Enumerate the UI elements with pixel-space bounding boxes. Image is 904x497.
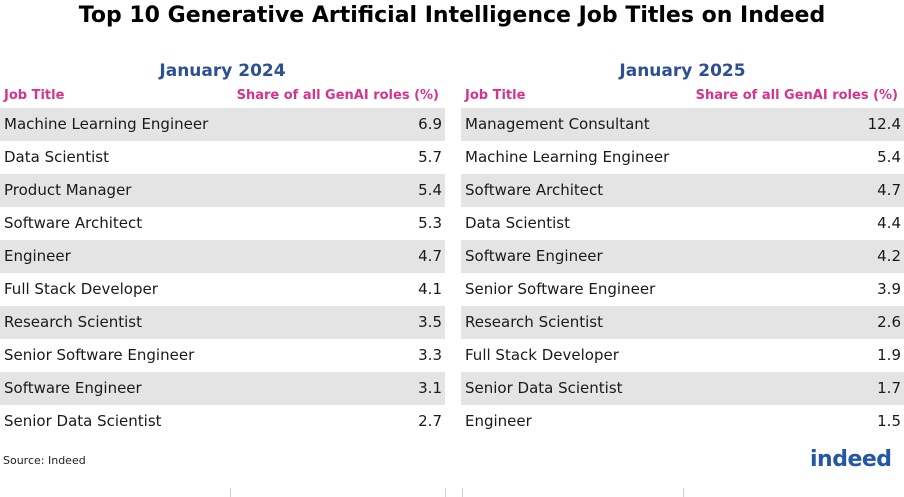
share-value-cell: 3.3 <box>418 346 442 364</box>
axis-tick <box>683 488 684 497</box>
table-row: Data Scientist 5.7 <box>0 141 445 174</box>
job-title-cell: Software Engineer <box>4 379 142 397</box>
job-title-cell: Machine Learning Engineer <box>4 115 209 133</box>
share-value-cell: 3.1 <box>418 379 442 397</box>
share-value-cell: 2.7 <box>418 412 442 430</box>
table-panel-2024: January 2024 Job Title Share of all GenA… <box>0 58 445 438</box>
share-value-cell: 5.4 <box>418 181 442 199</box>
column-header-job-title: Job Title <box>4 88 65 103</box>
table-row: Software Architect 5.3 <box>0 207 445 240</box>
share-value-cell: 4.7 <box>877 181 901 199</box>
table-header: Job Title Share of all GenAI roles (%) <box>461 84 904 108</box>
job-title-cell: Senior Software Engineer <box>465 280 656 298</box>
table-row: Full Stack Developer 4.1 <box>0 273 445 306</box>
table-row: Engineer 1.5 <box>461 405 904 438</box>
share-value-cell: 5.7 <box>418 148 442 166</box>
job-title-cell: Full Stack Developer <box>465 346 619 364</box>
table-row: Software Architect 4.7 <box>461 174 904 207</box>
share-value-cell: 4.1 <box>418 280 442 298</box>
table-body: Machine Learning Engineer 6.9 Data Scienti… <box>0 108 445 438</box>
column-header-job-title: Job Title <box>465 88 526 103</box>
share-value-cell: 12.4 <box>867 115 901 133</box>
table-body: Management Consultant 12.4 Machine Learnin… <box>461 108 904 438</box>
table-panel-2025: January 2025 Job Title Share of all GenA… <box>461 58 904 438</box>
job-title-cell: Research Scientist <box>4 313 142 331</box>
table-row: Research Scientist 2.6 <box>461 306 904 339</box>
table-title: January 2025 <box>619 61 746 81</box>
source-note: Source: Indeed <box>3 454 86 467</box>
share-value-cell: 3.5 <box>418 313 442 331</box>
table-row: Senior Software Engineer 3.9 <box>461 273 904 306</box>
job-title-cell: Senior Software Engineer <box>4 346 195 364</box>
table-row: Senior Data Scientist 2.7 <box>0 405 445 438</box>
share-value-cell: 4.4 <box>877 214 901 232</box>
share-value-cell: 1.9 <box>877 346 901 364</box>
table-row: Software Engineer 3.1 <box>0 372 445 405</box>
table-row: Machine Learning Engineer 5.4 <box>461 141 904 174</box>
table-header: Job Title Share of all GenAI roles (%) <box>0 84 445 108</box>
share-value-cell: 4.7 <box>418 247 442 265</box>
axis-tick <box>445 488 446 497</box>
job-title-cell: Machine Learning Engineer <box>465 148 670 166</box>
job-title-cell: Product Manager <box>4 181 132 199</box>
job-title-cell: Engineer <box>465 412 532 430</box>
job-title-cell: Software Architect <box>465 181 604 199</box>
job-title-cell: Research Scientist <box>465 313 603 331</box>
job-title-cell: Full Stack Developer <box>4 280 158 298</box>
axis-tick <box>230 488 231 497</box>
job-title-cell: Management Consultant <box>465 115 650 133</box>
table-row: Data Scientist 4.4 <box>461 207 904 240</box>
job-title-cell: Software Architect <box>4 214 143 232</box>
job-title-cell: Senior Data Scientist <box>4 412 162 430</box>
share-value-cell: 1.7 <box>877 379 901 397</box>
share-value-cell: 5.4 <box>877 148 901 166</box>
job-title-cell: Senior Data Scientist <box>465 379 623 397</box>
axis-tick <box>462 488 463 497</box>
share-value-cell: 2.6 <box>877 313 901 331</box>
table-row: Full Stack Developer 1.9 <box>461 339 904 372</box>
share-value-cell: 6.9 <box>418 115 442 133</box>
share-value-cell: 3.9 <box>877 280 901 298</box>
column-header-share: Share of all GenAI roles (%) <box>236 88 439 103</box>
chart-title: Top 10 Generative Artificial Intelligenc… <box>78 3 826 28</box>
indeed-logo: indeed <box>810 447 892 472</box>
table-row: Management Consultant 12.4 <box>461 108 904 141</box>
table-row: Senior Software Engineer 3.3 <box>0 339 445 372</box>
column-header-share: Share of all GenAI roles (%) <box>695 88 898 103</box>
job-title-cell: Data Scientist <box>4 148 109 166</box>
share-value-cell: 5.3 <box>418 214 442 232</box>
table-title: January 2024 <box>159 61 286 81</box>
table-row: Research Scientist 3.5 <box>0 306 445 339</box>
job-title-cell: Software Engineer <box>465 247 603 265</box>
job-title-cell: Data Scientist <box>465 214 570 232</box>
table-row: Machine Learning Engineer 6.9 <box>0 108 445 141</box>
table-row: Engineer 4.7 <box>0 240 445 273</box>
table-row: Software Engineer 4.2 <box>461 240 904 273</box>
share-value-cell: 1.5 <box>877 412 901 430</box>
table-row: Senior Data Scientist 1.7 <box>461 372 904 405</box>
table-row: Product Manager 5.4 <box>0 174 445 207</box>
share-value-cell: 4.2 <box>877 247 901 265</box>
job-title-cell: Engineer <box>4 247 71 265</box>
